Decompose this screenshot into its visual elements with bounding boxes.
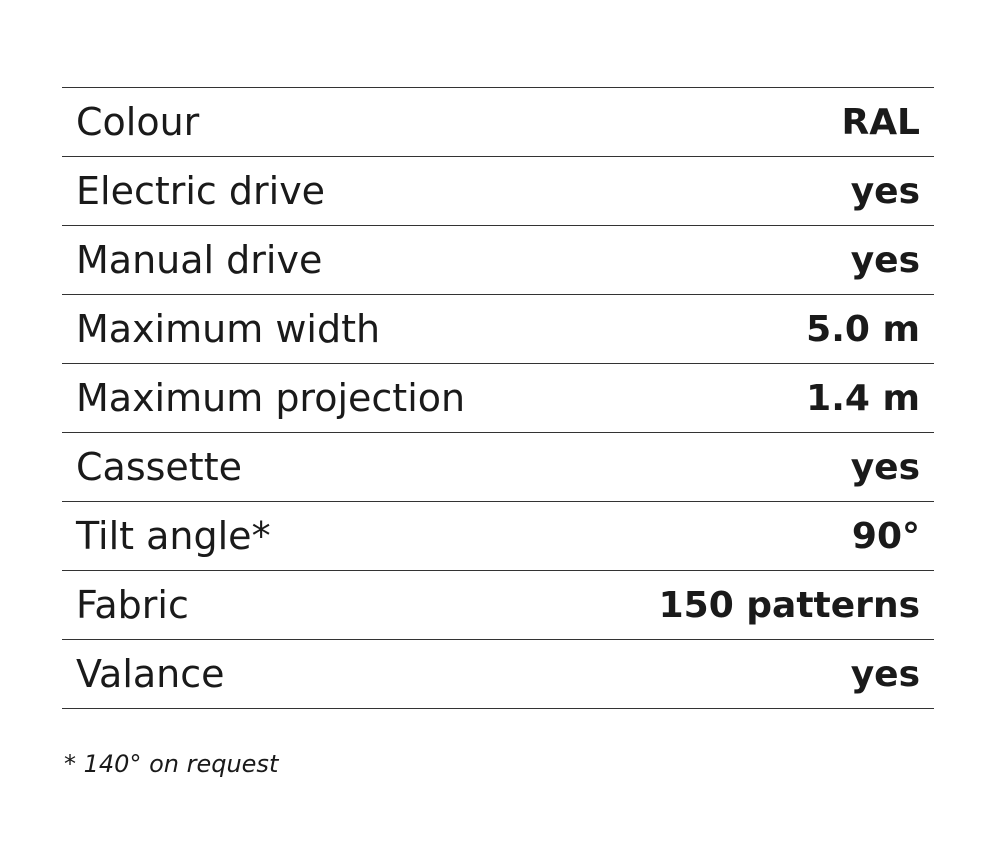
footnote: * 140° on request bbox=[64, 750, 279, 778]
row-value: yes bbox=[850, 170, 920, 212]
row-value: 1.4 m bbox=[806, 377, 920, 419]
table-row: Electric drive yes bbox=[62, 157, 934, 226]
table-row: Maximum projection 1.4 m bbox=[62, 364, 934, 433]
table-row: Cassette yes bbox=[62, 433, 934, 502]
row-value: 150 patterns bbox=[658, 584, 920, 626]
table-row: Tilt angle* 90° bbox=[62, 502, 934, 571]
row-label: Electric drive bbox=[76, 169, 326, 213]
row-value: 90° bbox=[851, 515, 920, 557]
table-row: Maximum width 5.0 m bbox=[62, 295, 934, 364]
table-row: Valance yes bbox=[62, 640, 934, 709]
row-label: Tilt angle* bbox=[76, 514, 271, 558]
row-value: 5.0 m bbox=[806, 308, 920, 350]
row-label: Maximum projection bbox=[76, 376, 466, 420]
table-row: Manual drive yes bbox=[62, 226, 934, 295]
row-value: yes bbox=[850, 653, 920, 695]
row-label: Valance bbox=[76, 652, 225, 696]
row-value: RAL bbox=[841, 101, 920, 143]
row-label: Fabric bbox=[76, 583, 189, 627]
row-label: Manual drive bbox=[76, 238, 323, 282]
row-value: yes bbox=[850, 239, 920, 281]
row-label: Cassette bbox=[76, 445, 242, 489]
row-label: Maximum width bbox=[76, 307, 381, 351]
row-label: Colour bbox=[76, 100, 200, 144]
spec-table: Colour RAL Electric drive yes Manual drive ye… bbox=[62, 87, 934, 709]
table-row: Fabric 150 patterns bbox=[62, 571, 934, 640]
row-value: yes bbox=[850, 446, 920, 488]
table-row: Colour RAL bbox=[62, 88, 934, 157]
